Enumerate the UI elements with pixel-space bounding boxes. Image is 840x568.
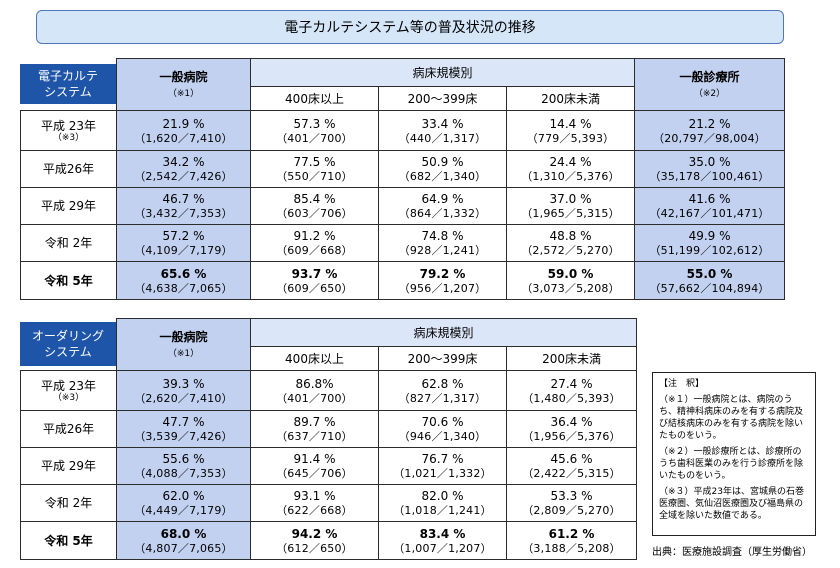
data-cell: 93.7 % （609／650） [250, 261, 379, 300]
data-cell: 47.7 % （3,539／7,426） [116, 410, 251, 448]
year-cell: 平成26年 [20, 410, 117, 448]
data-cell: 89.7 % （637／710） [250, 410, 379, 448]
data-cell: 57.2 % （4,109／7,179） [116, 224, 251, 262]
data-cell: 83.4 % （1,007／1,207） [378, 521, 507, 560]
section-label-line1: 電子カルテ [37, 69, 98, 83]
data-cell: 49.9 % （51,199／102,612） [634, 224, 786, 262]
header-clinic: 一般診療所 （※2） [634, 58, 786, 111]
data-cell: 70.6 % （946／1,340） [378, 410, 507, 448]
section-label-line2: システム [44, 85, 92, 99]
section-label: 電子カルテ システム [20, 64, 116, 104]
year-cell: 令和 5年 [20, 261, 117, 300]
year-cell: 平成 29年 [20, 187, 117, 225]
header-beds-under200: 200床未満 [505, 86, 636, 111]
data-cell: 91.4 % （645／706） [250, 447, 379, 485]
table-row: 平成 29年 46.7 % （3,432／7,353） 85.4 % （603／70… [20, 187, 786, 225]
header-bed-scale: 病床規模別 [249, 318, 638, 347]
notes-heading: 【注 釈】 [659, 379, 705, 389]
data-cell: 37.0 % （1,965／5,315） [505, 187, 636, 225]
table-row: 平成26年 34.2 % （2,542／7,426） 77.5 % （550／710… [20, 150, 786, 188]
data-cell: 65.6 % （4,638／7,065） [116, 261, 251, 300]
data-cell: 74.8 % （928／1,241） [378, 224, 507, 262]
year-cell: 平成 23年 （※3） [20, 370, 117, 411]
data-cell: 41.6 % （42,167／101,471） [634, 187, 786, 225]
data-cell: 57.3 % （401／700） [250, 110, 379, 151]
data-cell: 53.3 % （2,809／5,270） [505, 484, 638, 522]
data-cell: 94.2 % （612／650） [250, 521, 379, 560]
data-cell: 85.4 % （603／706） [250, 187, 379, 225]
data-cell: 36.4 % （1,956／5,376） [505, 410, 638, 448]
ehr-table: 一般病院 （※1） 病床規模別 一般診療所 （※2） 400床以上 200～399床… [20, 58, 786, 300]
data-cell: 82.0 % （1,018／1,241） [378, 484, 507, 522]
section-label-line1: オーダリング [31, 329, 104, 343]
data-cell: 50.9 % （682／1,340） [378, 150, 507, 188]
header-beds-200-399: 200～399床 [378, 346, 507, 371]
data-cell: 86.8% （401／700） [250, 370, 379, 411]
data-cell: 24.4 % （1,310／5,376） [505, 150, 636, 188]
source-text: 出典：医療施設調査（厚生労働省） [652, 547, 812, 558]
header-bed-scale: 病床規模別 [249, 58, 636, 87]
data-cell: 61.2 % （3,188／5,208） [505, 521, 638, 560]
data-cell: 77.5 % （550／710） [250, 150, 379, 188]
table-row: 平成 23年 （※3） 39.3 % （2,620／7,410） 86.8% （401… [20, 370, 638, 411]
data-cell: 79.2 % （956／1,207） [378, 261, 507, 300]
year-cell: 令和 2年 [20, 224, 117, 262]
ordering-table: 一般病院 （※1） 病床規模別 400床以上 200～399床 200床未満 平成… [20, 318, 638, 560]
table-row: 平成26年 47.7 % （3,539／7,426） 89.7 % （637／710… [20, 410, 638, 448]
year-cell: 平成 23年 （※3） [20, 110, 117, 151]
table-row: 平成 29年 55.6 % （4,088／7,353） 91.4 % （645／70… [20, 447, 638, 485]
data-cell: 62.0 % （4,449／7,179） [116, 484, 251, 522]
data-cell: 68.0 % （4,807／7,065） [116, 521, 251, 560]
year-cell: 令和 5年 [20, 521, 117, 560]
year-cell: 平成 29年 [20, 447, 117, 485]
header-general-hospital: 一般病院 （※1） [116, 318, 251, 371]
data-cell: 91.2 % （609／668） [250, 224, 379, 262]
header-beds-400: 400床以上 [250, 86, 379, 111]
table-row: 令和 5年 68.0 % （4,807／7,065） 94.2 % （612／650… [20, 521, 638, 560]
header-beds-under200: 200床未満 [505, 346, 638, 371]
note-2: （※２）一般診療所とは、診療所のうち歯科医業のみを行う診療所を除いたものをいう。 [659, 447, 804, 481]
data-cell: 14.4 % （779／5,393） [505, 110, 636, 151]
data-cell: 64.9 % （864／1,332） [378, 187, 507, 225]
table-row: 令和 2年 62.0 % （4,449／7,179） 93.1 % （622／668… [20, 484, 638, 522]
data-cell: 62.8 % （827／1,317） [378, 370, 507, 411]
data-cell: 93.1 % （622／668） [250, 484, 379, 522]
note-3: （※３）平成23年は、宮城県の石巻医療圏、気仙沼医療圏及び福島県の全域を除いた数… [659, 487, 804, 521]
header-general-hospital: 一般病院 （※1） [116, 58, 251, 111]
section-label: オーダリング システム [20, 322, 116, 366]
data-cell: 33.4 % （440／1,317） [378, 110, 507, 151]
table-row: 令和 2年 57.2 % （4,109／7,179） 91.2 % （609／668… [20, 224, 786, 262]
year-cell: 令和 2年 [20, 484, 117, 522]
data-cell: 55.0 % （57,662／104,894） [634, 261, 786, 300]
data-cell: 27.4 % （1,480／5,393） [505, 370, 638, 411]
data-cell: 59.0 % （3,073／5,208） [505, 261, 636, 300]
data-cell: 34.2 % （2,542／7,426） [116, 150, 251, 188]
data-cell: 39.3 % （2,620／7,410） [116, 370, 251, 411]
header-beds-400: 400床以上 [250, 346, 379, 371]
table-row: 令和 5年 65.6 % （4,638／7,065） 93.7 % （609／650… [20, 261, 786, 300]
data-cell: 45.6 % （2,422／5,315） [505, 447, 638, 485]
data-cell: 55.6 % （4,088／7,353） [116, 447, 251, 485]
section-label-line2: システム [44, 345, 92, 359]
year-cell: 平成26年 [20, 150, 117, 188]
header-beds-200-399: 200～399床 [378, 86, 507, 111]
page-title: 電子カルテシステム等の普及状況の推移 [36, 10, 784, 44]
data-cell: 48.8 % （2,572／5,270） [505, 224, 636, 262]
notes-box: 【注 釈】 （※１）一般病院とは、病院のうち、精神科病床のみを有する病院及び結核… [652, 372, 816, 536]
table-row: 平成 23年 （※3） 21.9 % （1,620／7,410） 57.3 % （40… [20, 110, 786, 151]
data-cell: 76.7 % （1,021／1,332） [378, 447, 507, 485]
note-1: （※１）一般病院とは、病院のうち、精神科病床のみを有する病院及び結核病床のみを有… [659, 395, 804, 441]
data-cell: 46.7 % （3,432／7,353） [116, 187, 251, 225]
data-cell: 21.2 % （20,797／98,004） [634, 110, 786, 151]
data-cell: 21.9 % （1,620／7,410） [116, 110, 251, 151]
data-cell: 35.0 % （35,178／100,461） [634, 150, 786, 188]
